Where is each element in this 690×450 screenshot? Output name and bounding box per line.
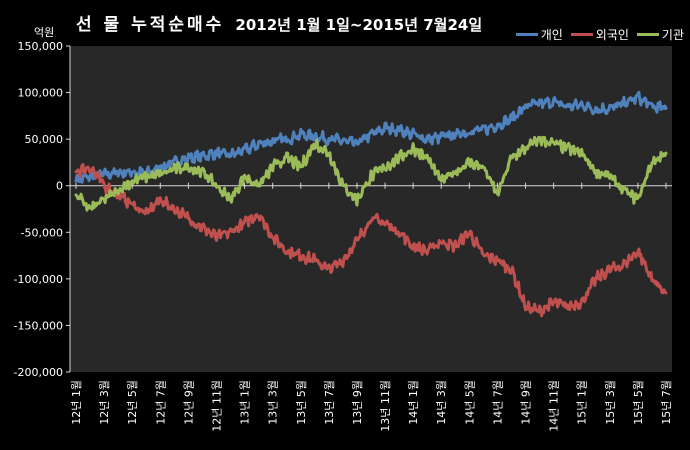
x-tick-label: 12년 5월 xyxy=(126,380,139,425)
y-axis: 150,000 100,000 50,000 0 -50,000 -100,000 -150… xyxy=(14,40,71,379)
x-tick-label: 14년 5월 xyxy=(463,380,476,425)
x-tick-label: 13년 11월 xyxy=(379,380,392,432)
x-tick-label: 14년 3월 xyxy=(435,380,448,425)
legend-label-foreign: 외국인 xyxy=(595,28,629,42)
series-lines xyxy=(74,90,668,318)
y-tick-label: -150,000 xyxy=(14,319,63,332)
x-tick-label: 14년 11월 xyxy=(548,380,561,432)
legend-label-individual: 개인 xyxy=(540,28,563,42)
y-tick-label: -50,000 xyxy=(21,226,63,239)
y-tick-label: 50,000 xyxy=(25,133,64,146)
x-tick-label: 12년 7월 xyxy=(154,380,167,425)
x-tick-label: 15년 1월 xyxy=(576,380,589,425)
x-tick-label: 14년 9월 xyxy=(520,380,533,425)
legend-swatch-individual xyxy=(515,33,538,36)
x-tick-label: 13년 9월 xyxy=(351,380,364,425)
x-tick-label: 13년 7월 xyxy=(323,380,336,425)
chart-title-main: 선 물 누적순매수 xyxy=(76,15,225,35)
y-unit-label: 억원 xyxy=(34,26,55,39)
x-tick-label: 12년 11월 xyxy=(210,380,223,432)
y-tick-label: 100,000 xyxy=(18,87,64,100)
y-tick-label: -200,000 xyxy=(14,366,63,379)
legend-swatch-foreign xyxy=(570,33,593,36)
x-tick-label: 12년 3월 xyxy=(98,380,111,425)
x-tick-label: 13년 3월 xyxy=(267,380,280,425)
legend-label-institution: 기관 xyxy=(661,28,684,42)
x-tick-label: 12년 1월 xyxy=(70,380,83,425)
legend: 개인 외국인 기관 xyxy=(515,26,684,43)
chart-title-sub: 2012년 1월 1일~2015년 7월24일 xyxy=(235,16,483,34)
legend-item-individual: 개인 xyxy=(515,26,563,43)
chart-title: 선 물 누적순매수 2012년 1월 1일~2015년 7월24일 xyxy=(76,10,482,35)
x-tick-label: 12년 9월 xyxy=(182,380,195,425)
legend-item-foreign: 외국인 xyxy=(570,26,629,43)
x-tick-label: 14년 7월 xyxy=(491,380,504,425)
y-tick-label: 150,000 xyxy=(18,40,64,53)
x-tick-label: 14년 1월 xyxy=(407,380,420,425)
y-tick-label: -100,000 xyxy=(14,273,63,286)
legend-item-institution: 기관 xyxy=(636,26,684,43)
x-tick-label: 15년 7월 xyxy=(660,380,673,425)
series-line-institution xyxy=(74,135,668,212)
x-tick-label: 13년 5월 xyxy=(295,380,308,425)
x-tick-label: 13년 1월 xyxy=(239,380,252,425)
x-tick-label: 15년 3월 xyxy=(604,380,617,425)
plot-area xyxy=(70,46,672,372)
series-line-foreign xyxy=(74,163,668,318)
x-tick-label: 15년 5월 xyxy=(632,380,645,425)
x-axis: 12년 1월 12년 3월 12년 5월 12년 7월 12년 9월 12년 11월 13년… xyxy=(70,182,673,432)
legend-swatch-institution xyxy=(636,33,659,36)
y-tick-label: 0 xyxy=(56,180,63,193)
series-line-individual xyxy=(74,90,668,184)
